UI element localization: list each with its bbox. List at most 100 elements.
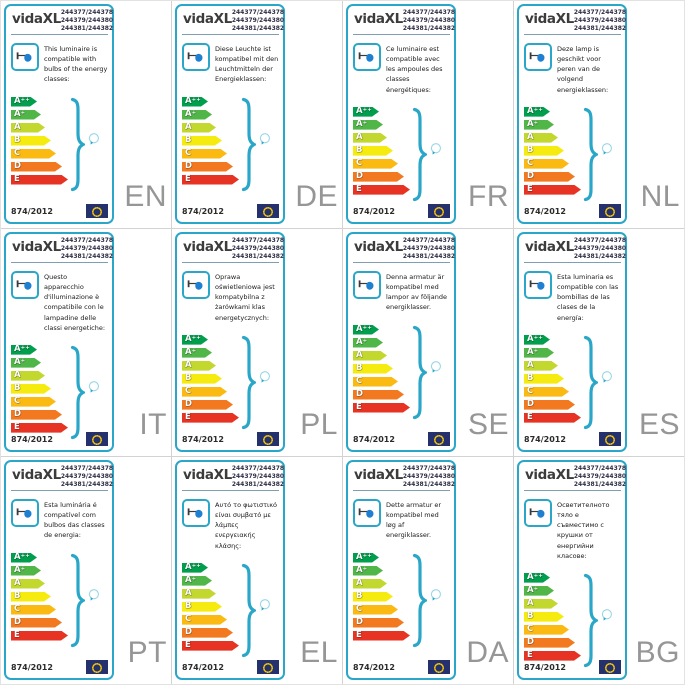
energy-arrow-a: A xyxy=(182,361,216,371)
energy-arrow-e: E xyxy=(353,403,410,413)
compatibility-info: Oprawa oświetleniowa jest kompatybilna z… xyxy=(182,271,279,322)
energy-class-letter: B xyxy=(527,611,534,622)
product-numbers: 244377/244378 244379/244380 244381/24438… xyxy=(61,9,113,33)
energy-arrow-c: C xyxy=(353,377,398,387)
product-number: 244379/244380 xyxy=(573,245,627,253)
curly-brace-icon xyxy=(241,563,256,657)
compatibility-info: Esta luminaria es compatible con las bom… xyxy=(524,271,621,322)
compatibility-info: Questo apparecchio d'illuminazione è com… xyxy=(11,271,108,332)
label-header: vidaXL 244377/244378 244379/244380 24438… xyxy=(177,234,285,261)
energy-arrow-e: E xyxy=(524,651,581,661)
energy-arrow-b: B xyxy=(353,592,393,602)
energy-class-letter: E xyxy=(185,640,191,651)
energy-arrow-d: D xyxy=(353,172,404,182)
energy-arrow-c: C xyxy=(524,387,569,397)
language-code: EN xyxy=(124,180,167,213)
energy-class-letter: E xyxy=(185,412,191,423)
product-number: 244379/244380 xyxy=(573,473,627,481)
energy-class-letter: C xyxy=(185,386,192,397)
energy-class-letter: A+ xyxy=(185,575,197,586)
language-code: ES xyxy=(638,408,680,441)
label-footer: 874/2012 xyxy=(524,204,621,218)
product-number: 244379/244380 xyxy=(231,245,285,253)
energy-arrow-c: C xyxy=(524,625,569,635)
energy-label: vidaXL 244377/244378 244379/244380 24438… xyxy=(175,232,285,452)
energy-arrows: A++ A+ A B C D E xyxy=(524,107,625,195)
energy-arrow-e: E xyxy=(11,423,68,433)
language-code: NL xyxy=(640,180,680,213)
regulation-number: 874/2012 xyxy=(524,206,566,216)
light-bulb-icon xyxy=(88,132,99,145)
label-header: vidaXL 244377/244378 244379/244380 24438… xyxy=(6,6,113,33)
curly-brace-icon xyxy=(583,573,598,667)
energy-arrow-b: B xyxy=(11,592,51,602)
energy-arrow-a: A xyxy=(11,579,45,589)
energy-class-letter: B xyxy=(356,363,363,374)
energy-label: vidaXL 244377/244378 244379/244380 24438… xyxy=(4,232,114,452)
description-text: Diese Leuchte ist kompatibel mit den Leu… xyxy=(215,45,279,84)
energy-arrows: A++ A+ A B C D E xyxy=(353,325,454,413)
energy-class-letter: A++ xyxy=(356,324,372,335)
product-number: 244377/244378 xyxy=(573,465,627,472)
energy-class-letter: A xyxy=(356,578,363,589)
energy-label: vidaXL 244377/244378 244379/244380 24438… xyxy=(175,4,285,224)
description-text: Questo apparecchio d'illuminazione è com… xyxy=(44,273,106,332)
energy-label-card-de: vidaXL 244377/244378 244379/244380 24438… xyxy=(172,1,342,228)
energy-arrow-b: B xyxy=(524,374,564,384)
energy-class-letter: A xyxy=(356,132,363,143)
energy-class-letter: E xyxy=(527,650,533,661)
regulation-number: 874/2012 xyxy=(353,662,395,672)
energy-class-letter: A xyxy=(356,350,363,361)
light-bulb-icon xyxy=(601,142,612,155)
label-header: vidaXL 244377/244378 244379/244380 24438… xyxy=(6,234,114,261)
language-code: DE xyxy=(295,180,338,213)
energy-label-card-fr: vidaXL 244377/244378 244379/244380 24438… xyxy=(343,1,513,228)
energy-arrows: A++ A+ A B C D E xyxy=(182,335,283,423)
product-numbers: 244377/244378 244379/244380 244381/24438… xyxy=(574,237,626,261)
compatibility-info: This luminaire is compatible with bulbs … xyxy=(11,43,108,84)
light-bulb-icon xyxy=(259,598,270,611)
energy-arrow-c: C xyxy=(11,149,56,159)
product-number: 244381/244382 xyxy=(231,253,285,261)
brand-logo: vidaXL xyxy=(12,239,61,255)
header-divider xyxy=(524,262,621,264)
energy-arrow-c: C xyxy=(353,605,398,615)
product-numbers: 244377/244378 244379/244380 244381/24438… xyxy=(574,465,626,489)
curly-brace-icon xyxy=(412,107,427,201)
luminaire-icon-box xyxy=(353,271,381,300)
energy-class-letter: A++ xyxy=(527,572,543,583)
energy-class-letter: A++ xyxy=(185,96,201,107)
energy-arrow-a-plus-plus: A++ xyxy=(524,335,550,345)
luminaire-icon-box xyxy=(524,43,552,72)
light-bulb-icon xyxy=(259,370,270,383)
product-number: 244381/244382 xyxy=(573,481,627,489)
energy-class-letter: A++ xyxy=(14,552,30,563)
energy-arrow-a: A xyxy=(524,599,558,609)
energy-arrow-a-plus-plus: A++ xyxy=(11,345,37,355)
energy-class-scale: A++ A+ A B C D E xyxy=(182,563,283,659)
header-divider xyxy=(182,34,279,36)
product-number: 244381/244382 xyxy=(402,253,456,261)
energy-arrow-a-plus: A+ xyxy=(11,566,41,576)
energy-arrow-d: D xyxy=(524,638,575,648)
header-divider xyxy=(353,490,450,492)
product-numbers: 244377/244378 244379/244380 244381/24438… xyxy=(232,465,284,489)
label-footer: 874/2012 xyxy=(353,204,450,218)
light-bulb-icon xyxy=(259,132,270,145)
light-bulb-icon xyxy=(430,588,441,601)
compatibility-info: Ce luminaire est compatible avec les amp… xyxy=(353,43,450,94)
energy-arrow-e: E xyxy=(182,641,239,651)
product-number: 244379/244380 xyxy=(60,473,114,481)
product-number: 244377/244378 xyxy=(402,237,456,244)
energy-arrow-e: E xyxy=(182,175,239,185)
product-number: 244377/244378 xyxy=(60,237,114,244)
energy-class-letter: E xyxy=(527,184,533,195)
energy-label: vidaXL 244377/244378 244379/244380 24438… xyxy=(4,460,114,680)
label-footer: 874/2012 xyxy=(353,432,450,446)
eu-flag-icon xyxy=(86,660,108,674)
energy-class-scale: A++ A+ A B C D E xyxy=(353,553,454,649)
energy-class-letter: B xyxy=(14,135,21,146)
luminaire-icon-box xyxy=(182,43,210,72)
product-numbers: 244377/244378 244379/244380 244381/24438… xyxy=(232,9,284,33)
energy-arrow-e: E xyxy=(11,631,68,641)
